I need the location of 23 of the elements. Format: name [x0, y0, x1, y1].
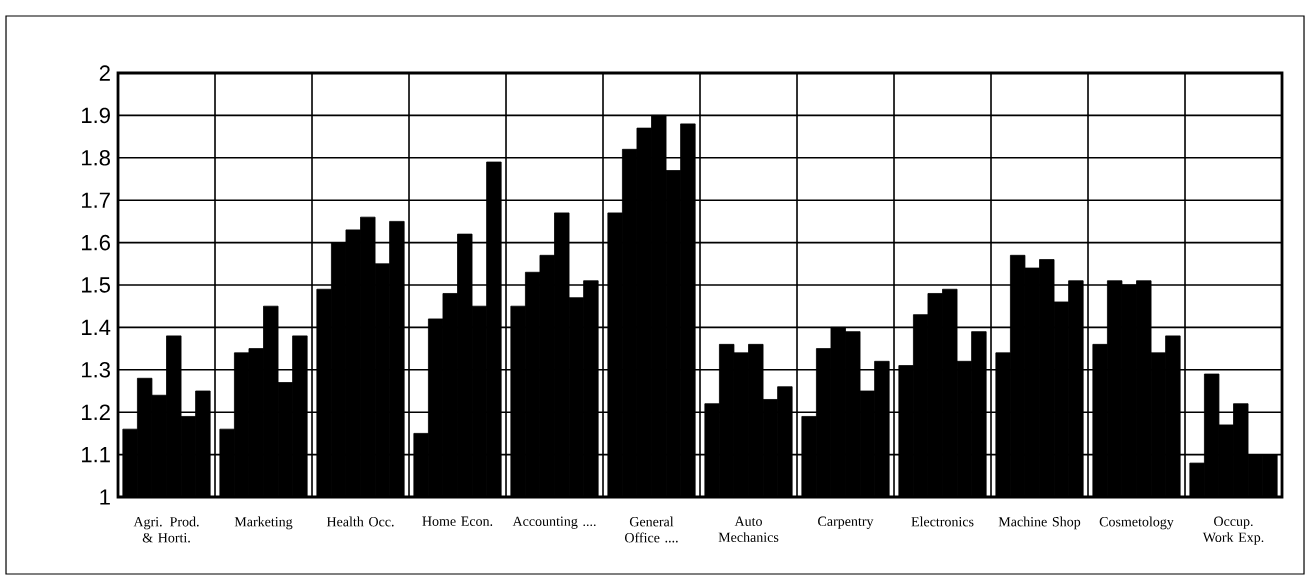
- y-tick-label: 1.8: [82, 150, 110, 166]
- x-tick-label: Accounting ....: [512, 516, 596, 529]
- y-tick-label: 1.7: [82, 192, 110, 208]
- x-tick-label: Carpentry: [818, 516, 874, 529]
- x-tick-label: Home Econ.: [422, 516, 493, 526]
- y-tick-label: 1.1: [82, 447, 110, 463]
- y-tick-label: 1.2: [82, 404, 110, 420]
- x-tick-label: Health Occ.: [326, 516, 394, 527]
- y-tick-label: 1.4: [82, 319, 111, 335]
- y-tick-label: 1.3: [82, 362, 110, 378]
- y-tick-label: 1.9: [82, 107, 110, 124]
- y-tick-label: 2: [99, 65, 110, 81]
- x-tick-label: Auto Mechanics: [718, 516, 779, 542]
- x-tick-label: Electronics: [911, 516, 974, 527]
- x-tick-label: Cosmetology: [1099, 516, 1174, 530]
- x-tick-label: Machine Shop: [998, 516, 1081, 530]
- y-tick-label: 1: [100, 489, 110, 505]
- x-tick-label: Occup. Work Exp.: [1202, 516, 1264, 545]
- x-tick-label: General Office ....: [624, 516, 678, 543]
- x-tick-label: Agri. Prod. & Horti.: [133, 516, 199, 543]
- y-tick-label: 1.6: [82, 234, 110, 251]
- y-tick-label: 1.5: [82, 277, 110, 293]
- x-tick-label: Marketing: [234, 516, 293, 530]
